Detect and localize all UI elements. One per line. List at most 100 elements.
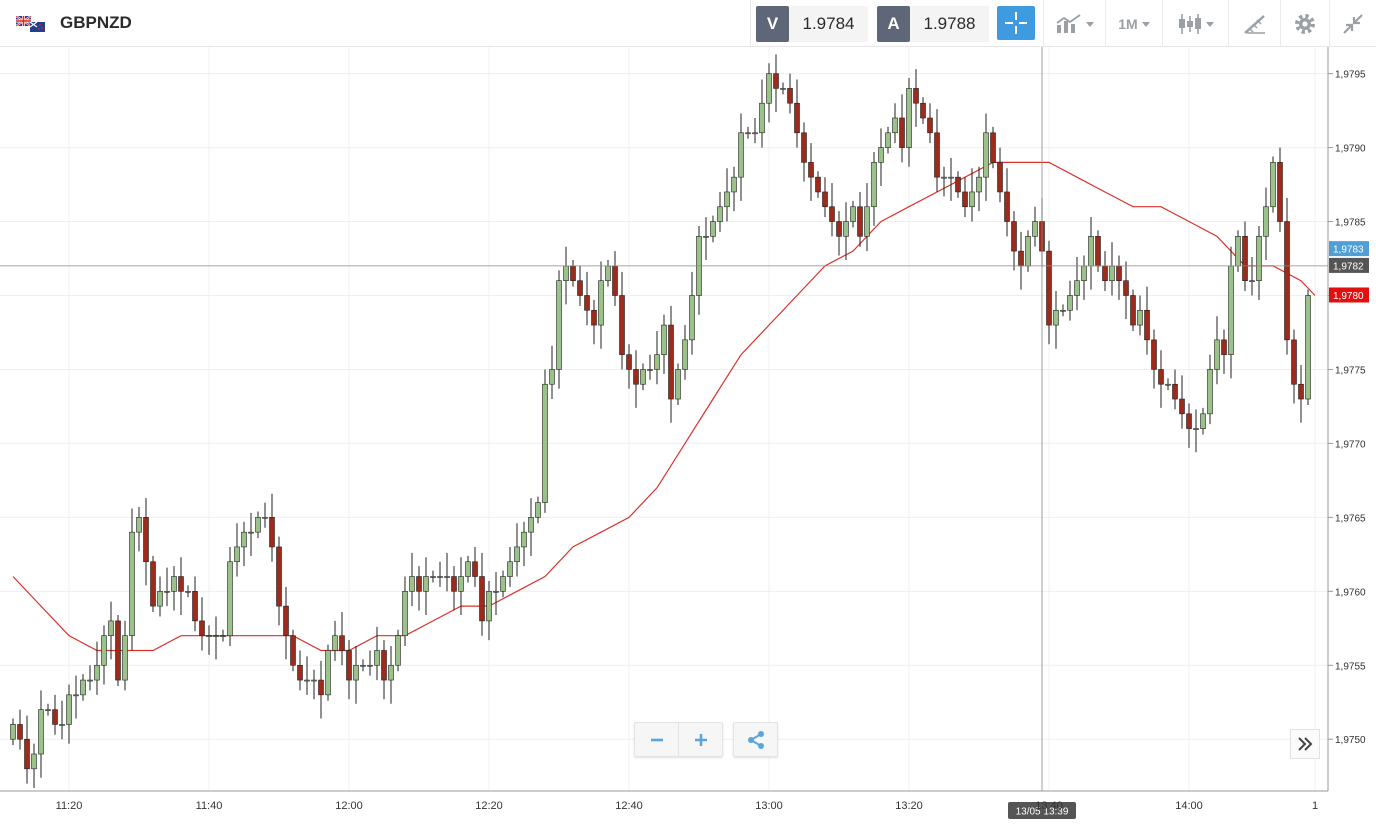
- candle: [738, 113, 744, 201]
- collapse-button[interactable]: [1329, 0, 1376, 47]
- candle-up: [1137, 309, 1143, 326]
- price-tag: [1329, 241, 1369, 257]
- collapse-icon: [1343, 13, 1363, 34]
- candle: [780, 82, 786, 95]
- candle: [318, 660, 324, 719]
- candle-down: [955, 176, 961, 193]
- candle-up: [430, 576, 436, 578]
- x-tick-label: 12:40: [615, 800, 643, 812]
- candle: [703, 217, 709, 260]
- candle-up: [1207, 369, 1213, 415]
- candle: [927, 103, 933, 144]
- x-tick-label: 1: [1312, 800, 1318, 812]
- candle: [10, 718, 16, 746]
- candle-down: [1291, 339, 1297, 385]
- candle: [1081, 255, 1087, 300]
- candle-up: [752, 132, 758, 135]
- candle: [969, 168, 975, 222]
- candle: [220, 629, 226, 642]
- candle: [290, 629, 296, 672]
- ma-line: [12, 161, 1316, 652]
- settings-button[interactable]: [1280, 0, 1329, 47]
- candle: [745, 126, 751, 139]
- candle-down: [990, 132, 996, 163]
- share-button[interactable]: [733, 722, 778, 757]
- price-tag-label: 1,9782: [1333, 261, 1364, 272]
- candle: [24, 715, 30, 784]
- price-tag: [1329, 287, 1369, 303]
- candle: [542, 369, 548, 513]
- candle-down: [822, 191, 828, 208]
- indicators-icon: [1055, 13, 1081, 33]
- candle-up: [878, 147, 884, 163]
- chart-type-button[interactable]: [1162, 0, 1228, 47]
- candle: [1137, 295, 1143, 336]
- zoom-in-button[interactable]: [678, 723, 722, 756]
- candle: [1228, 246, 1234, 379]
- candle: [1032, 206, 1038, 247]
- candle: [269, 493, 275, 562]
- candle-down: [381, 650, 387, 681]
- candle: [136, 507, 142, 552]
- candle: [465, 555, 471, 583]
- candle: [171, 566, 177, 611]
- drawing-tools-button[interactable]: [1228, 0, 1280, 47]
- bid-value: 1.9784: [789, 6, 868, 42]
- candle-up: [500, 576, 506, 592]
- candle: [997, 147, 1003, 203]
- candle-up: [325, 650, 331, 696]
- drawing-tools-icon: [1243, 14, 1265, 34]
- price-chart[interactable]: 13/05 13:39 1,97501,97551,97601,97651,97…: [0, 47, 1376, 824]
- candle: [1074, 257, 1080, 311]
- share-icon: [747, 730, 764, 749]
- candle: [948, 157, 954, 201]
- price-tag: [1329, 257, 1369, 273]
- candle: [374, 626, 380, 681]
- candle-down: [808, 162, 814, 178]
- candle: [59, 700, 65, 740]
- x-tick-label: 11:40: [196, 800, 223, 812]
- candle-up: [1081, 265, 1087, 282]
- scroll-to-latest-button[interactable]: [1290, 729, 1320, 759]
- candle-up: [129, 531, 135, 636]
- candle: [416, 566, 422, 611]
- y-tick-label: 1,9750: [1335, 735, 1366, 746]
- y-tick-label: 1,9775: [1335, 365, 1366, 376]
- candle-up: [493, 591, 499, 593]
- double-chevron-right-icon: [1298, 737, 1313, 751]
- candle: [206, 625, 212, 655]
- candle: [451, 566, 457, 611]
- candle: [843, 202, 849, 260]
- candle: [591, 299, 597, 345]
- zoom-out-button[interactable]: [635, 723, 678, 756]
- candle: [1151, 329, 1157, 389]
- crosshair-button[interactable]: [997, 6, 1035, 40]
- candle: [17, 709, 23, 750]
- candle-up: [1109, 265, 1115, 282]
- candle: [192, 576, 198, 632]
- candle-up: [1067, 295, 1073, 311]
- candle-up: [38, 709, 44, 755]
- candle: [1053, 291, 1059, 349]
- candle-up: [185, 591, 191, 593]
- candle-up: [458, 576, 464, 592]
- indicators-button[interactable]: [1043, 0, 1105, 47]
- candle: [185, 585, 191, 598]
- candle: [815, 171, 821, 198]
- minus-icon: [650, 738, 663, 741]
- candle: [122, 620, 128, 691]
- x-tick-label: 13:20: [895, 800, 923, 812]
- candle-up: [885, 132, 891, 148]
- candle-up: [1214, 339, 1220, 370]
- candle: [395, 629, 401, 672]
- candle: [346, 640, 352, 700]
- x-tick-label: 12:20: [475, 800, 503, 812]
- timeframe-button[interactable]: 1M: [1105, 0, 1162, 47]
- candle: [1060, 304, 1066, 317]
- candle-down: [339, 635, 345, 651]
- x-tick-label: 13:40: [1035, 800, 1063, 812]
- candle-up: [87, 679, 93, 682]
- candle: [164, 567, 170, 607]
- candle-down: [297, 664, 303, 681]
- candle: [829, 183, 835, 237]
